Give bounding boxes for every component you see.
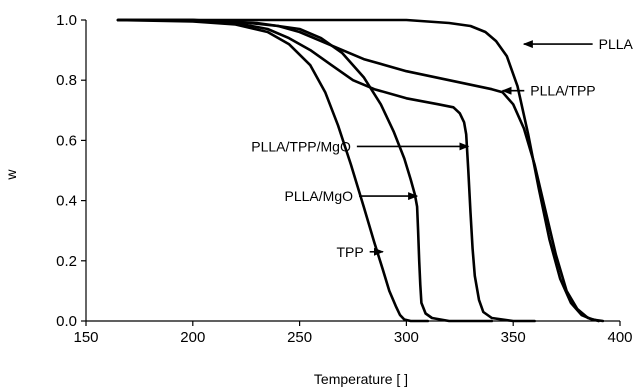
- y-tick-label: 0.6: [56, 132, 77, 149]
- x-tick-label: 350: [501, 329, 526, 346]
- y-tick-label: 1.0: [56, 12, 77, 29]
- annotation-label: PLLA/TPP: [530, 83, 595, 99]
- annotation-label: PLLA/TPP/MgO: [251, 138, 351, 154]
- series-line-plla-tpp: [116, 18, 600, 323]
- y-tick-label: 0.8: [56, 72, 77, 89]
- annotation-label: TPP: [336, 244, 363, 260]
- annotation-label: PLLA: [599, 36, 634, 52]
- y-tick-label: 0.4: [56, 193, 77, 210]
- axes: 150 200 250 300 350 400 0.0 0.2 0.4 0.6 0.8 1.0: [56, 12, 632, 346]
- x-tick-label: 300: [394, 329, 419, 346]
- annotation-group: PLLA PLLA/TPP PLLA/TPP/MgO PLLA/MgO TPP: [251, 36, 633, 260]
- series-line-plla-tpp-mgo: [116, 18, 536, 323]
- y-axis-label: w: [3, 169, 19, 181]
- series-line-tpp: [116, 18, 430, 323]
- x-tick-label: 200: [180, 329, 205, 346]
- x-tick-label: 150: [73, 329, 98, 346]
- x-tick-label: 400: [607, 329, 632, 346]
- x-ticks: 150 200 250 300 350 400: [73, 321, 633, 346]
- y-ticks: 0.0 0.2 0.4 0.6 0.8 1.0: [56, 12, 86, 330]
- series-group: [116, 18, 605, 323]
- y-tick-label: 0.0: [56, 313, 77, 330]
- x-axis-label: Temperature [ ]: [314, 371, 408, 387]
- series-line-plla: [116, 18, 605, 323]
- x-tick-label: 250: [287, 329, 312, 346]
- y-tick-label: 0.2: [56, 253, 77, 270]
- annotation-label: PLLA/MgO: [285, 188, 354, 204]
- series-line-plla-mgo: [116, 18, 494, 323]
